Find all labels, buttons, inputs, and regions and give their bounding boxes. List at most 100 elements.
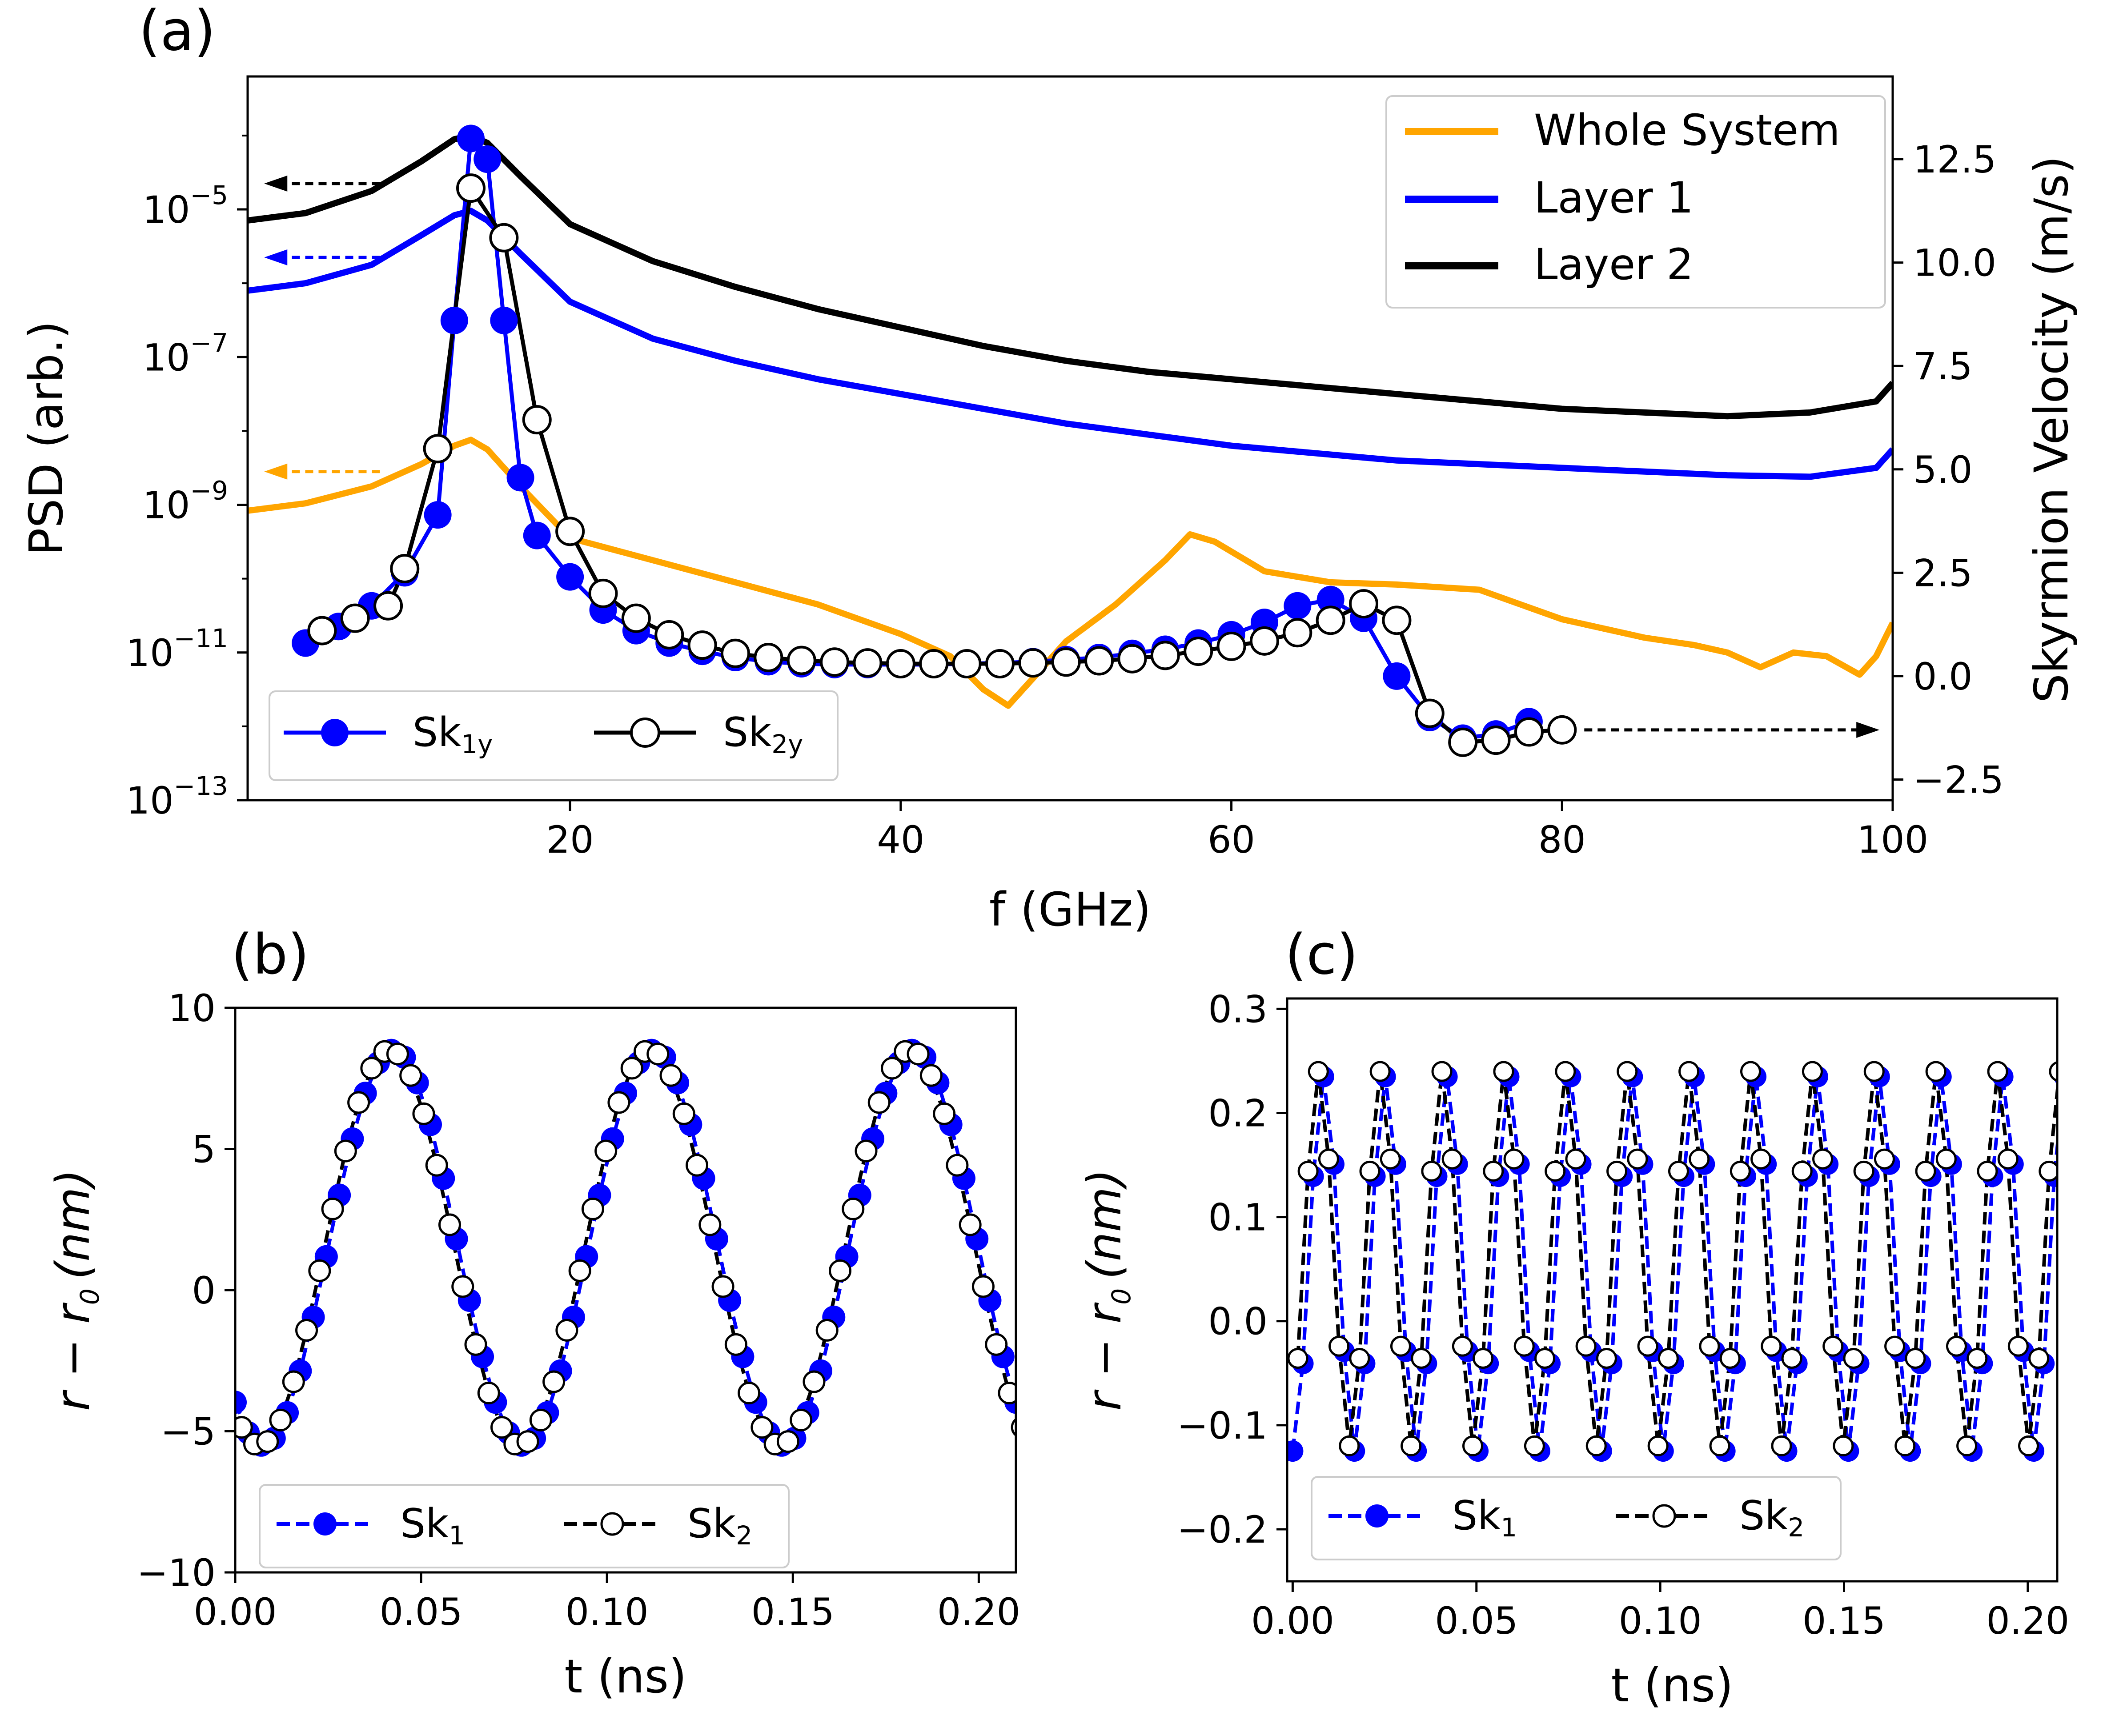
panel-a-frame [246,75,1894,802]
c-point-sk2 [1441,1148,1463,1170]
legend-marker-c-sk1 [1365,1504,1389,1528]
c-point-sk2 [1689,1148,1710,1170]
b-point-sk2 [672,1102,695,1125]
c-point-sk2 [1853,1160,1874,1182]
velocity-point-sk2y [1283,618,1312,648]
c-point-sk2 [1390,1335,1411,1357]
right-y-tick-label: −2.5 [1913,758,2004,802]
b-point-sk2 [815,1319,839,1342]
panel-a: (a) 20 40 60 80 100 10−5 10−7 10−9 10−11 10−13 1… [19,0,2079,937]
psd-axis-arrowhead-whole-system [264,463,288,480]
velocity-point-sk2y [1184,637,1213,666]
velocity-point-sk2y [1547,715,1577,745]
c-point-sk2 [1822,1335,1844,1357]
c-point-sk2 [1349,1347,1370,1369]
panel-a-right-y-ticks: 12.5 10.0 7.5 5.0 2.5 0.0 −2.5 [1893,138,2004,802]
x-tick-label: 80 [1538,818,1586,862]
c-point-sk2 [1380,1148,1401,1170]
b-point-sk2 [360,1057,383,1080]
velocity-point-sk2y [952,649,982,679]
velocity-point-sk2y [886,649,915,679]
velocity-point-sk1y [506,464,534,492]
c-y-tick-label: 0.3 [1208,987,1268,1031]
b-point-sk2 [295,1319,318,1342]
panel-b-legend: Sk1 Sk2 [259,1484,790,1568]
c-point-sk2 [1637,1335,1658,1357]
c-point-sk2 [1812,1148,1834,1170]
c-point-sk2 [1339,1435,1360,1456]
legend-label-layer-1: Layer 1 [1534,173,1694,223]
b-point-sk2 [711,1275,734,1298]
b-point-sk2 [855,1139,878,1163]
legend-label-b-sk2: Sk2 [687,1500,752,1551]
panel-c-legend-box [1311,1476,1842,1560]
c-point-sk2 [1935,1148,1957,1170]
b-y-tick-label: −5 [161,1410,216,1454]
b-point-sk2 [959,1213,982,1236]
panel-b-legend-box [259,1484,790,1568]
b-point-sk2 [555,1319,578,1342]
b-point-sk2 [776,1430,799,1453]
c-point-sk2 [1647,1435,1669,1456]
c-y-tick-label: −0.2 [1177,1508,1268,1552]
panel-b-label: (b) [231,923,309,987]
c-point-sk2 [1493,1061,1514,1082]
c-point-sk2 [1730,1160,1751,1182]
b-point-sk2 [842,1198,865,1221]
b-point-sk2 [308,1259,331,1282]
b-point-sk2 [529,1408,552,1431]
c-point-sk2 [1781,1347,1802,1369]
legend-marker-c-sk2 [1652,1504,1676,1528]
c-point-sk2 [1771,1435,1792,1456]
velocity-point-sk1y [523,521,551,549]
c-point-sk2 [1287,1347,1308,1369]
left-y-tick-label: 10−7 [143,328,228,379]
x-tick-label: 100 [1857,818,1928,862]
b-point-sk2 [620,1057,643,1080]
c-point-sk2 [1565,1148,1586,1170]
velocity-point-sk2y [489,223,519,253]
velocity-point-sk2y [853,648,883,678]
c-point-sk2 [1369,1061,1391,1082]
c-point-sk2 [1967,1347,1988,1369]
panel-c-y-ticks: 0.3 0.2 0.1 0.0 −0.1 −0.2 [1177,987,1287,1552]
c-point-sk2 [1596,1347,1617,1369]
velocity-point-sk1y [1383,662,1411,690]
velocity-point-sk2y [373,591,403,621]
panel-a-left-y-ticks: 10−5 10−7 10−9 10−11 10−13 [126,134,248,822]
c-point-sk2 [1617,1061,1638,1082]
c-point-sk2 [1894,1435,1916,1456]
c-point-sk2 [1627,1148,1648,1170]
panel-a-x-axis-label: f (GHz) [989,882,1151,937]
panel-c-x-ticks: 0.00 0.05 0.10 0.15 0.20 [1251,1581,2069,1643]
velocity-point-sk1y [490,306,518,334]
velocity-point-sk2y [1448,727,1478,757]
right-y-tick-label: 2.5 [1913,551,1973,595]
panel-a-right-y-axis-label: Skyrmion Velocity (m/s) [2024,156,2079,703]
c-point-sk2 [1359,1160,1381,1182]
legend-label-c-sk1: Sk1 [1452,1492,1517,1543]
b-x-tick-label: 0.10 [566,1590,649,1634]
psd-line-whole-system [248,437,1893,709]
panel-c-legend: Sk1 Sk2 [1311,1476,1842,1560]
legend-label-b-sk1: Sk1 [400,1500,465,1551]
c-y-tick-label: 0.1 [1208,1196,1268,1239]
b-point-sk2 [919,1064,943,1087]
b-point-sk2 [867,1091,891,1114]
b-point-sk2 [698,1213,722,1236]
b-point-sk2 [516,1430,539,1453]
velocity-point-sk2y [754,643,783,673]
c-point-sk2 [1719,1347,1741,1369]
b-point-sk2 [581,1198,604,1221]
legend-marker-b-sk2 [600,1512,624,1536]
velocity-point-sk1y [440,306,468,334]
c-point-sk2 [1678,1061,1700,1082]
velocity-point-sk2y [1382,605,1412,635]
velocity-point-sk2y [390,554,420,584]
c-point-sk2 [1534,1347,1556,1369]
c-point-sk2 [2028,1347,2050,1369]
b-point-sk2 [750,1416,774,1439]
b-x-tick-label: 0.00 [193,1590,277,1634]
c-point-sk2 [1709,1435,1730,1456]
b-point-sk1 [235,1391,247,1414]
